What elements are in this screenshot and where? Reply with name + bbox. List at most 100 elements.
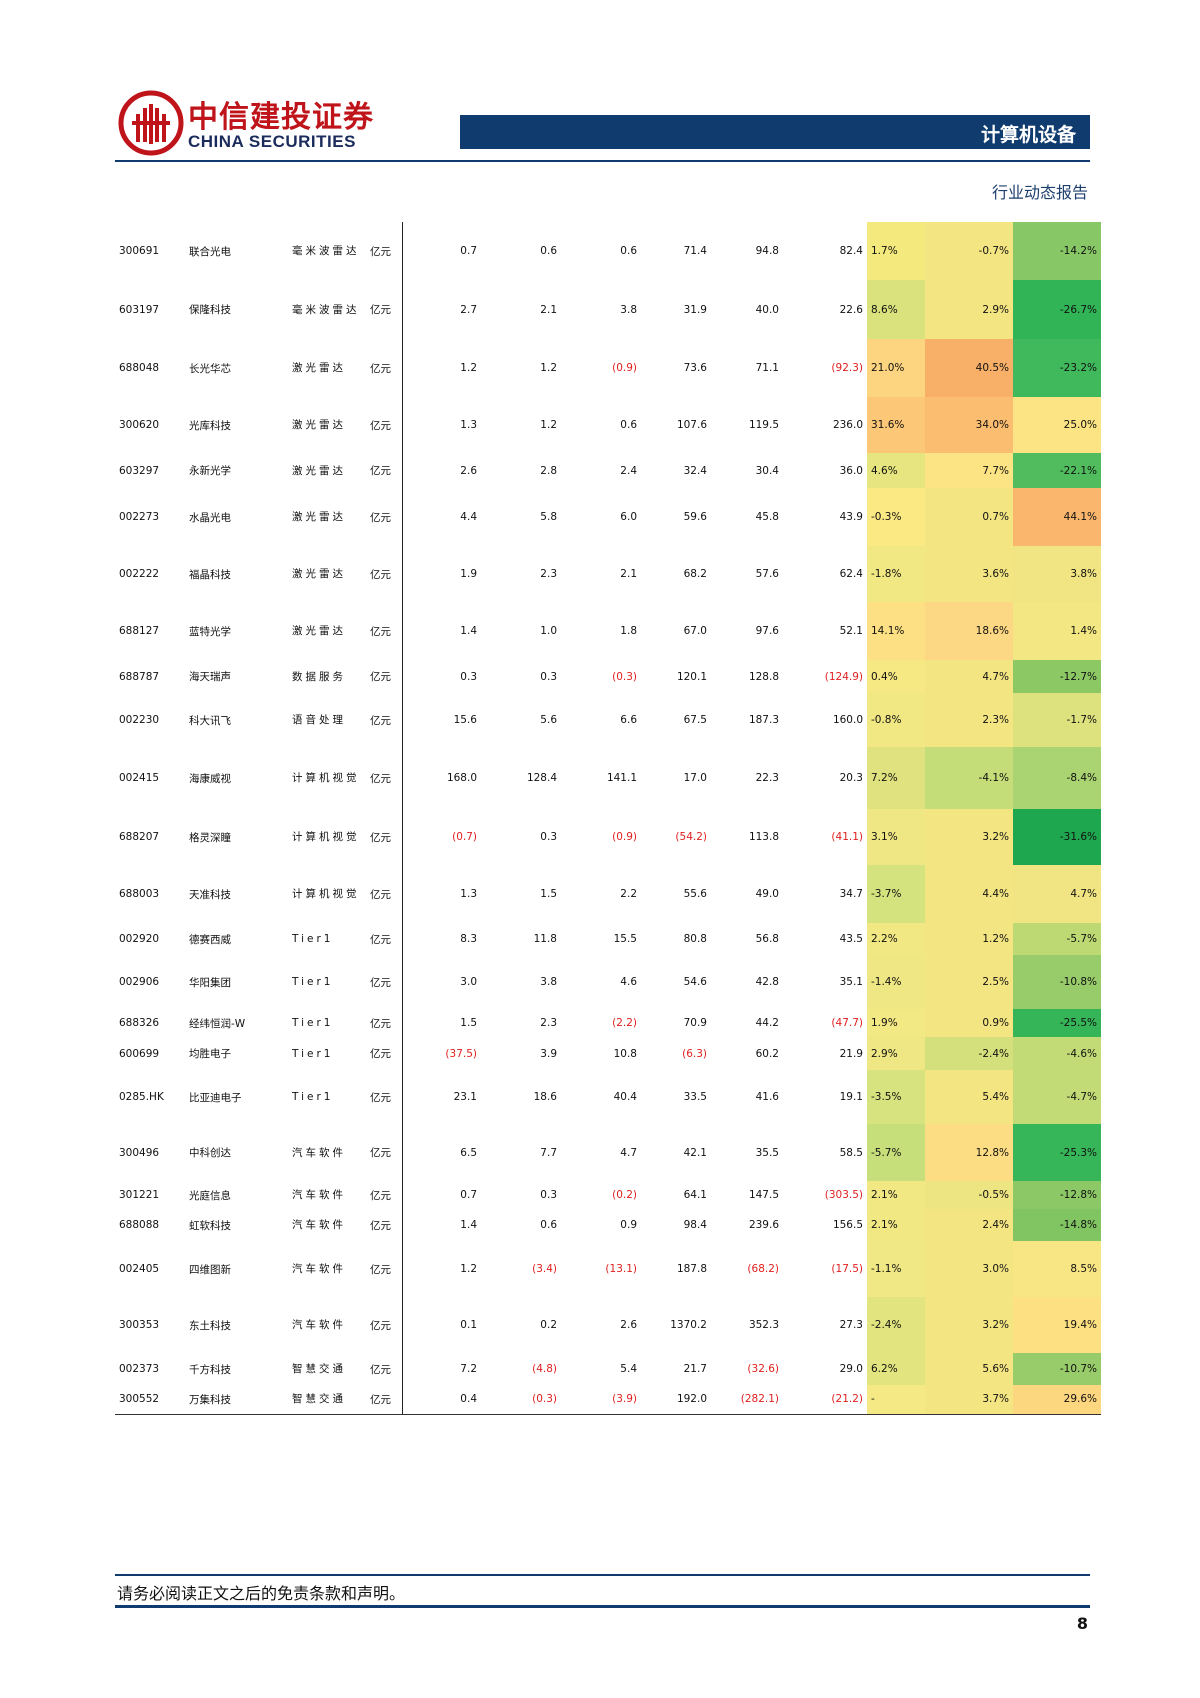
unit: 亿元	[366, 693, 403, 747]
value-cell: 29.0	[839, 1363, 863, 1375]
company-name: 科大讯飞	[189, 714, 231, 727]
change-cell: 25.0%	[1013, 397, 1101, 453]
value-cell: 1.0	[540, 625, 557, 637]
value-cell: 6.6	[620, 714, 637, 726]
unit: 亿元	[366, 809, 403, 865]
value-cell: 97.6	[755, 625, 779, 637]
industry: 激光雷达	[292, 511, 346, 523]
change-cell: -22.1%	[1013, 453, 1101, 488]
value-cell: 31.9	[683, 303, 707, 316]
company-name: 四维图新	[189, 1263, 231, 1276]
value-cell: 8.3	[460, 933, 477, 945]
table-row: 301221 光庭信息 汽车软件 亿元 0.7 0.3 (0.2) 64.1 147.5 (303…	[115, 1181, 1101, 1209]
value-cell: 7.7	[540, 1146, 557, 1159]
change-cell: 1.4%	[1013, 602, 1101, 660]
table-row: 688003 天准科技 计算机视觉 亿元 1.3 1.5 2.2 55.6 49.0 34.7 -3…	[115, 865, 1101, 923]
value-cell: (68.2)	[747, 1263, 779, 1275]
unit: 亿元	[366, 955, 403, 1009]
table-row: 688088 虹软科技 汽车软件 亿元 1.4 0.6 0.9 98.4 239.6 156.5 2…	[115, 1209, 1101, 1241]
industry: 汽车软件	[292, 1146, 346, 1159]
value-cell: 71.4	[683, 245, 707, 257]
value-cell: 35.5	[755, 1146, 779, 1159]
company-name: 光库科技	[189, 419, 231, 432]
value-cell: 40.4	[613, 1091, 637, 1103]
value-cell: 30.4	[755, 464, 779, 477]
table-row: 002906 华阳集团 Tier1 亿元 3.0 3.8 4.6 54.6 42.8 35.1 -1…	[115, 955, 1101, 1009]
change-cell: 3.6%	[925, 546, 1013, 602]
value-cell: 239.6	[748, 1219, 779, 1231]
company-name: 华阳集团	[189, 976, 231, 989]
value-cell: (0.2)	[612, 1189, 637, 1201]
industry: 计算机视觉	[292, 888, 360, 900]
change-cell: -0.3%	[867, 488, 925, 546]
value-cell: (21.2)	[783, 1385, 867, 1415]
change-cell: 40.5%	[925, 339, 1013, 397]
value-cell: 23.1	[453, 1091, 477, 1103]
value-cell: 113.8	[748, 831, 779, 843]
table-row: 002222 福晶科技 激光雷达 亿元 1.9 2.3 2.1 68.2 57.6 62.4 -1.…	[115, 546, 1101, 602]
change-cell: 21.0%	[867, 339, 925, 397]
unit: 亿元	[366, 1297, 403, 1353]
brand-name-en: CHINA SECURITIES	[188, 132, 356, 151]
unit: 亿元	[366, 1353, 403, 1385]
value-cell: 40.0	[755, 303, 779, 316]
stock-code: 002222	[119, 568, 160, 580]
value-cell: 71.1	[755, 362, 779, 374]
change-cell: 2.5%	[925, 955, 1013, 1009]
value-cell: 168.0	[446, 772, 477, 784]
value-cell: 43.9	[839, 511, 863, 523]
value-cell: 33.5	[683, 1091, 707, 1103]
value-cell: 160.0	[832, 714, 863, 726]
change-cell: -3.5%	[867, 1070, 925, 1124]
change-cell: -12.8%	[1013, 1181, 1101, 1209]
change-cell: 2.9%	[925, 280, 1013, 339]
change-cell: -0.8%	[867, 693, 925, 747]
stock-code: 603197	[119, 303, 160, 316]
value-cell: 68.2	[683, 568, 707, 580]
value-cell: 3.9	[540, 1047, 557, 1060]
value-cell: 0.3	[540, 831, 557, 843]
change-cell: 44.1%	[1013, 488, 1101, 546]
company-name: 千方科技	[189, 1363, 231, 1376]
industry: 激光雷达	[292, 362, 346, 374]
change-cell: 7.2%	[867, 747, 925, 809]
value-cell: 2.6	[460, 464, 477, 477]
value-cell: 1.8	[620, 625, 637, 637]
value-cell: (0.7)	[452, 831, 477, 843]
value-cell: 5.4	[620, 1363, 637, 1375]
value-cell: 3.8	[540, 976, 557, 988]
industry: 语音处理	[292, 714, 346, 726]
value-cell: 57.6	[755, 568, 779, 580]
brand-logo-icon	[118, 90, 184, 156]
change-cell: 8.5%	[1013, 1241, 1101, 1297]
value-cell: (47.7)	[831, 1017, 863, 1029]
value-cell: 147.5	[748, 1189, 779, 1201]
value-cell: 0.7	[460, 1189, 477, 1201]
company-name: 万集科技	[185, 1385, 288, 1415]
company-name: 中科创达	[189, 1147, 231, 1159]
change-cell: -4.7%	[1013, 1070, 1101, 1124]
unit: 亿元	[366, 865, 403, 923]
change-cell: 2.1%	[867, 1181, 925, 1209]
value-cell: 59.6	[683, 511, 707, 523]
brand-name-cn: 中信建投证券	[188, 100, 374, 135]
value-cell: 55.6	[683, 888, 707, 900]
change-cell: 2.3%	[925, 693, 1013, 747]
change-cell: -0.7%	[925, 222, 1013, 280]
value-cell: 64.1	[683, 1189, 707, 1201]
value-cell: 1.2	[540, 419, 557, 431]
change-cell: -26.7%	[1013, 280, 1101, 339]
value-cell: 45.8	[755, 511, 779, 523]
company-name: 虹软科技	[189, 1219, 231, 1232]
unit: 亿元	[366, 453, 403, 488]
value-cell: 0.3	[540, 670, 557, 683]
stock-code: 300552	[115, 1385, 185, 1415]
value-cell: 20.3	[839, 772, 863, 784]
value-cell: 0.7	[460, 245, 477, 257]
value-cell: (4.8)	[532, 1363, 557, 1375]
value-cell: 41.6	[755, 1091, 779, 1103]
value-cell: 1.4	[460, 1219, 477, 1231]
value-cell: (282.1)	[711, 1385, 783, 1415]
value-cell: 4.4	[460, 511, 477, 523]
value-cell: 82.4	[839, 245, 863, 257]
